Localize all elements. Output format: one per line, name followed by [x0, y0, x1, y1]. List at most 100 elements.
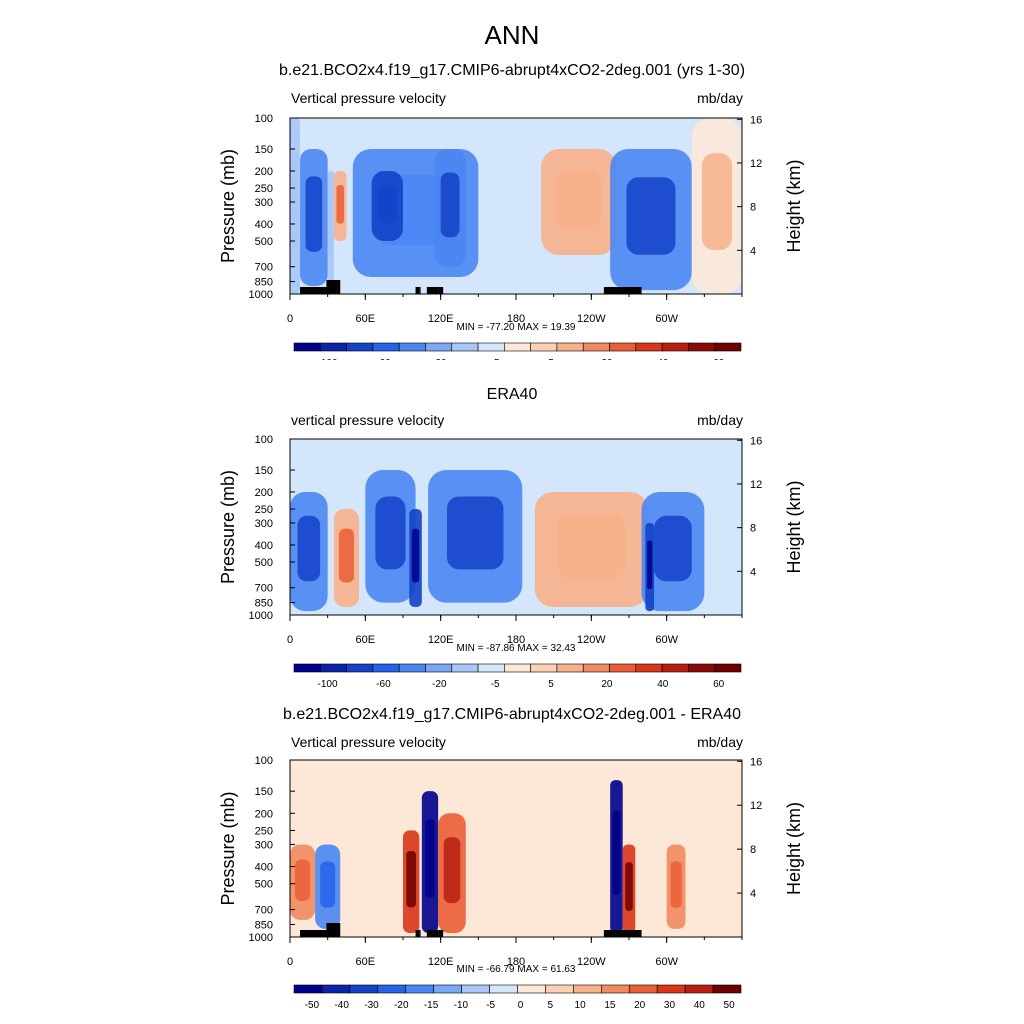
- colorbar-swatch: [489, 984, 518, 994]
- y-tick-label: 1000: [249, 610, 273, 622]
- terrain-mask: [426, 930, 439, 937]
- y-tick-label: 850: [255, 598, 273, 610]
- contour-core: [338, 528, 355, 583]
- colorbar-label: 5: [548, 358, 554, 360]
- x-tick-label: 120E: [428, 634, 454, 646]
- colorbar-label: 40: [694, 1000, 706, 1010]
- y-right-tick-label: 4: [750, 566, 756, 578]
- colorbar-label: 20: [601, 358, 613, 360]
- y-right-axis-title: Height (km): [784, 159, 804, 252]
- y-tick-label: 150: [255, 465, 273, 477]
- contour-core: [328, 193, 333, 258]
- x-tick-label: 180: [507, 634, 525, 646]
- panel-3-units: mb/day: [697, 734, 743, 750]
- contour-core: [647, 540, 653, 590]
- terrain-mask: [415, 930, 420, 937]
- terrain-mask: [631, 287, 642, 294]
- terrain-mask: [326, 923, 337, 937]
- colorbar-label: -5: [491, 358, 500, 360]
- y-right-tick-label: 12: [750, 800, 762, 812]
- terrain-mask: [426, 287, 439, 294]
- x-tick-label: 120W: [577, 313, 606, 325]
- contour-core: [297, 515, 321, 582]
- y-axis-title: Pressure (mb): [218, 149, 238, 263]
- colorbar-label: 60: [713, 358, 725, 360]
- terrain-mask: [336, 280, 341, 294]
- panel-3-title: b.e21.BCO2x4.f19_g17.CMIP6-abrupt4xCO2-2…: [282, 706, 742, 723]
- colorbar-label: -60: [376, 679, 391, 690]
- contour-core: [654, 515, 692, 582]
- y-right-tick-label: 16: [750, 435, 762, 447]
- y-right-tick-label: 8: [750, 523, 756, 535]
- y-tick-label: 850: [255, 277, 273, 289]
- y-tick-label: 500: [255, 879, 273, 891]
- contour-core: [440, 172, 460, 238]
- x-tick-label: 60E: [356, 313, 376, 325]
- y-tick-label: 200: [255, 487, 273, 499]
- contour-core: [377, 184, 397, 224]
- terrain-mask: [419, 287, 421, 294]
- colorbar-swatch: [433, 984, 462, 994]
- terrain-mask: [618, 287, 632, 294]
- contour-core: [626, 177, 676, 255]
- y-tick-label: 500: [255, 557, 273, 569]
- contour-core: [375, 496, 406, 570]
- colorbar-swatch: [684, 984, 714, 994]
- y-right-tick-label: 4: [750, 888, 756, 900]
- colorbar-label: -20: [432, 679, 447, 690]
- y-tick-label: 100: [255, 434, 273, 446]
- y-tick-label: 300: [255, 839, 273, 851]
- panel-2-title: ERA40: [486, 386, 538, 403]
- colorbar-label: -10: [454, 1000, 469, 1010]
- terrain-mask: [300, 287, 328, 294]
- colorbar-swatch: [656, 984, 686, 994]
- x-tick-label: 60E: [356, 956, 376, 968]
- contour-field: [290, 780, 686, 934]
- y-tick-label: 1000: [249, 289, 273, 301]
- contour-core: [406, 850, 417, 908]
- panel-2-minmax: MIN = -87.86 MAX = 32.43: [456, 643, 576, 654]
- terrain-mask: [419, 930, 421, 937]
- colorbar-label: 0: [518, 1000, 524, 1010]
- colorbar-swatch: [714, 342, 742, 352]
- colorbar-swatch: [573, 984, 602, 994]
- contour-core: [320, 861, 336, 908]
- colorbar-label: -20: [432, 358, 447, 360]
- colorbar-label: -30: [364, 1000, 379, 1010]
- y-tick-label: 1000: [249, 932, 273, 944]
- y-tick-label: 150: [255, 144, 273, 156]
- colorbar-label: 40: [657, 679, 669, 690]
- contour-core: [557, 514, 626, 579]
- panel-3-minmax: MIN = -66.79 MAX = 61.63: [456, 964, 576, 975]
- contour-core: [411, 528, 420, 583]
- x-tick-label: 180: [507, 313, 525, 325]
- colorbar-swatch: [349, 984, 379, 994]
- x-tick-label: 120W: [577, 956, 606, 968]
- terrain-mask: [300, 930, 328, 937]
- colorbar-label: 15: [604, 1000, 616, 1010]
- x-tick-label: 60E: [356, 634, 376, 646]
- y-right-tick-label: 16: [750, 114, 762, 126]
- contour-core: [295, 859, 311, 901]
- y-tick-label: 400: [255, 540, 273, 552]
- y-right-tick-label: 8: [750, 844, 756, 856]
- y-tick-label: 200: [255, 808, 273, 820]
- x-tick-label: 60W: [655, 313, 678, 325]
- x-tick-label: 0: [287, 956, 293, 968]
- panel-3-variable-label: Vertical pressure velocity: [291, 734, 446, 750]
- colorbar-swatch: [714, 663, 742, 673]
- y-tick-label: 400: [255, 219, 273, 231]
- colorbar-swatch: [712, 984, 742, 994]
- y-tick-label: 700: [255, 905, 273, 917]
- x-tick-label: 60W: [655, 956, 678, 968]
- terrain-mask: [438, 287, 444, 294]
- colorbar-label: -20: [394, 1000, 409, 1010]
- y-right-axis-title: Height (km): [784, 480, 804, 573]
- colorbar-swatch: [293, 984, 323, 994]
- y-right-tick-label: 16: [750, 756, 762, 768]
- contour-core: [446, 496, 504, 570]
- colorbar-label: 5: [548, 679, 554, 690]
- y-tick-label: 250: [255, 183, 273, 195]
- colorbar-label: 50: [724, 1000, 736, 1010]
